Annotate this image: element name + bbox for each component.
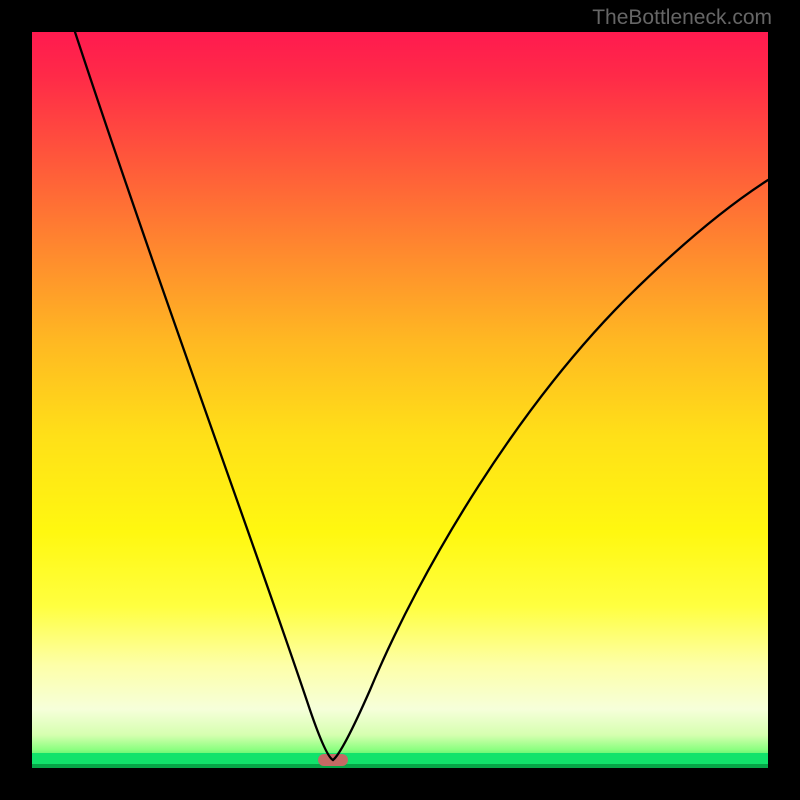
watermark-text: TheBottleneck.com	[592, 6, 772, 30]
bottleneck-curve	[0, 0, 800, 800]
